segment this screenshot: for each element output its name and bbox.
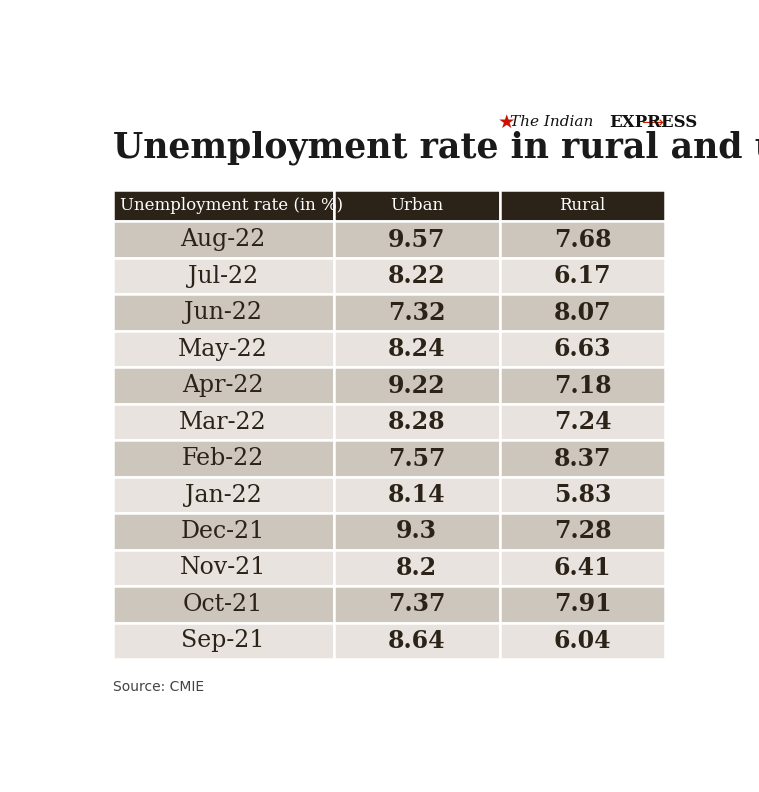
Text: Jan-22: Jan-22	[184, 484, 262, 507]
Bar	[499, 258, 666, 295]
Text: 7.91: 7.91	[554, 592, 611, 616]
Text: 8.2: 8.2	[396, 556, 437, 580]
Text: EXPRESS: EXPRESS	[609, 114, 698, 131]
Text: Jul-22: Jul-22	[188, 265, 258, 287]
Bar	[334, 477, 499, 513]
Text: Aug-22: Aug-22	[181, 228, 266, 251]
Bar	[334, 586, 499, 623]
Text: 8.07: 8.07	[554, 301, 611, 325]
Bar	[112, 222, 334, 258]
Bar	[112, 189, 334, 222]
Text: Apr-22: Apr-22	[182, 374, 264, 397]
Bar	[334, 623, 499, 659]
Bar	[112, 367, 334, 404]
Bar	[499, 477, 666, 513]
Text: 6.04: 6.04	[554, 629, 611, 653]
Bar	[499, 295, 666, 331]
Bar	[499, 222, 666, 258]
Text: ★: ★	[498, 113, 515, 132]
Bar	[334, 331, 499, 367]
Bar	[334, 440, 499, 477]
Text: 7.24: 7.24	[554, 410, 611, 434]
Bar	[334, 258, 499, 295]
Bar	[112, 404, 334, 440]
Bar	[334, 367, 499, 404]
Text: May-22: May-22	[178, 337, 268, 360]
Text: 9.57: 9.57	[388, 228, 446, 252]
Text: 8.37: 8.37	[554, 447, 611, 470]
Text: 7.37: 7.37	[388, 592, 446, 616]
Bar	[334, 189, 499, 222]
Text: Sep-21: Sep-21	[181, 630, 265, 653]
Text: Source: CMIE: Source: CMIE	[112, 680, 203, 694]
Text: Dec-21: Dec-21	[181, 520, 265, 543]
Bar	[334, 550, 499, 586]
Text: Feb-22: Feb-22	[182, 447, 264, 470]
Text: Mar-22: Mar-22	[179, 410, 267, 433]
Bar	[334, 222, 499, 258]
Bar	[499, 550, 666, 586]
Text: 7.28: 7.28	[554, 520, 611, 543]
Bar	[334, 295, 499, 331]
Bar	[499, 586, 666, 623]
Text: 6.17: 6.17	[554, 265, 611, 288]
Bar	[112, 586, 334, 623]
Text: The Indian: The Indian	[509, 116, 598, 129]
Text: 8.22: 8.22	[388, 265, 446, 288]
Text: 7.68: 7.68	[554, 228, 611, 252]
Bar	[112, 258, 334, 295]
Text: 8.28: 8.28	[388, 410, 446, 434]
Text: 8.14: 8.14	[388, 483, 446, 507]
Bar	[112, 623, 334, 659]
Text: 6.63: 6.63	[554, 337, 611, 361]
Text: Rural: Rural	[559, 197, 606, 214]
Text: 8.64: 8.64	[388, 629, 446, 653]
Text: Unemployment rate (in %): Unemployment rate (in %)	[120, 197, 343, 214]
Bar	[112, 477, 334, 513]
Bar	[499, 440, 666, 477]
Bar	[499, 404, 666, 440]
Bar	[112, 331, 334, 367]
Bar	[112, 550, 334, 586]
Text: 6.41: 6.41	[554, 556, 611, 580]
Text: Oct-21: Oct-21	[183, 593, 263, 616]
Text: 8.24: 8.24	[388, 337, 446, 361]
Text: 7.57: 7.57	[388, 447, 446, 470]
Text: Nov-21: Nov-21	[180, 557, 266, 580]
Bar	[112, 440, 334, 477]
Text: Urban: Urban	[390, 197, 443, 214]
Text: ⟶: ⟶	[641, 115, 663, 130]
Text: 9.22: 9.22	[388, 374, 446, 398]
Text: 9.3: 9.3	[396, 520, 437, 543]
Text: 7.18: 7.18	[554, 374, 611, 398]
Text: Unemployment rate in rural and urban India: Unemployment rate in rural and urban Ind…	[112, 131, 759, 166]
Bar	[499, 189, 666, 222]
Text: Jun-22: Jun-22	[184, 301, 262, 324]
Bar	[499, 331, 666, 367]
Bar	[334, 404, 499, 440]
Bar	[499, 367, 666, 404]
Bar	[334, 513, 499, 550]
Bar	[499, 513, 666, 550]
Bar	[112, 513, 334, 550]
Text: 7.32: 7.32	[388, 301, 446, 325]
Text: 5.83: 5.83	[554, 483, 611, 507]
Bar	[112, 295, 334, 331]
Bar	[499, 623, 666, 659]
